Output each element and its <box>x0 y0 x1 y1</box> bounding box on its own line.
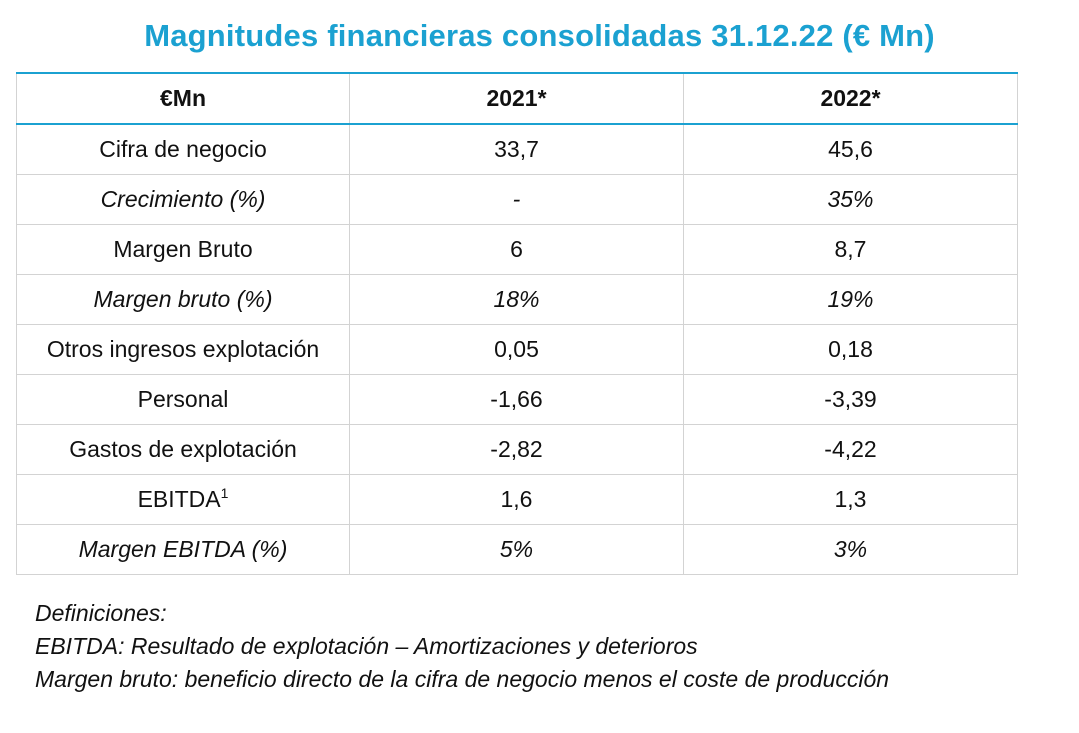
row-label: Margen Bruto <box>16 224 350 275</box>
definition-ebitda: EBITDA: Resultado de explotación – Amort… <box>35 633 698 659</box>
definition-margen-bruto: Margen bruto: beneficio directo de la ci… <box>35 666 890 692</box>
row-label: Margen EBITDA (%) <box>16 524 350 575</box>
cell-2021: 0,05 <box>349 324 684 375</box>
footnote-marker: 1 <box>220 485 229 501</box>
row-label: Personal <box>16 374 350 425</box>
table-row: Otros ingresos explotación 0,05 0,18 <box>16 324 1018 375</box>
cell-2022: -3,39 <box>683 374 1018 425</box>
table-row: Crecimiento (%) - 35% <box>16 174 1018 225</box>
definitions-block: Definiciones: EBITDA: Resultado de explo… <box>35 597 889 696</box>
row-label-text: EBITDA <box>137 486 221 512</box>
cell-2022: 3% <box>683 524 1018 575</box>
row-label: Cifra de negocio <box>16 123 350 175</box>
table-row: Gastos de explotación -2,82 -4,22 <box>16 424 1018 475</box>
table-row: Personal -1,66 -3,39 <box>16 374 1018 425</box>
cell-2021: 1,6 <box>349 474 684 525</box>
row-label: Otros ingresos explotación <box>16 324 350 375</box>
financial-table: €Mn 2021* 2022* Cifra de negocio 33,7 45… <box>16 72 1018 575</box>
table-row: Margen EBITDA (%) 5% 3% <box>16 524 1018 575</box>
table-row: Margen Bruto 6 8,7 <box>16 224 1018 275</box>
row-label: Crecimiento (%) <box>16 174 350 225</box>
cell-2021: 6 <box>349 224 684 275</box>
cell-2022: 35% <box>683 174 1018 225</box>
cell-2021: 18% <box>349 274 684 325</box>
cell-2021: 33,7 <box>349 123 684 175</box>
page-title: Magnitudes financieras consolidadas 31.1… <box>144 18 935 53</box>
row-label: EBITDA1 <box>16 474 350 525</box>
cell-2021: -1,66 <box>349 374 684 425</box>
cell-2022: -4,22 <box>683 424 1018 475</box>
cell-2022: 8,7 <box>683 224 1018 275</box>
table-row: Cifra de negocio 33,7 45,6 <box>16 123 1018 175</box>
row-label: Gastos de explotación <box>16 424 350 475</box>
cell-2021: 5% <box>349 524 684 575</box>
cell-2022: 45,6 <box>683 123 1018 175</box>
column-header-2022: 2022* <box>683 72 1018 125</box>
cell-2022: 19% <box>683 274 1018 325</box>
column-header-2021: 2021* <box>349 72 684 125</box>
table-row: EBITDA1 1,6 1,3 <box>16 474 1018 525</box>
cell-2022: 1,3 <box>683 474 1018 525</box>
table-header-row: €Mn 2021* 2022* <box>16 72 1018 125</box>
column-header-unit: €Mn <box>16 72 350 125</box>
cell-2022: 0,18 <box>683 324 1018 375</box>
row-label: Margen bruto (%) <box>16 274 350 325</box>
cell-2021: - <box>349 174 684 225</box>
definitions-heading: Definiciones: <box>35 600 167 626</box>
table-row: Margen bruto (%) 18% 19% <box>16 274 1018 325</box>
cell-2021: -2,82 <box>349 424 684 475</box>
